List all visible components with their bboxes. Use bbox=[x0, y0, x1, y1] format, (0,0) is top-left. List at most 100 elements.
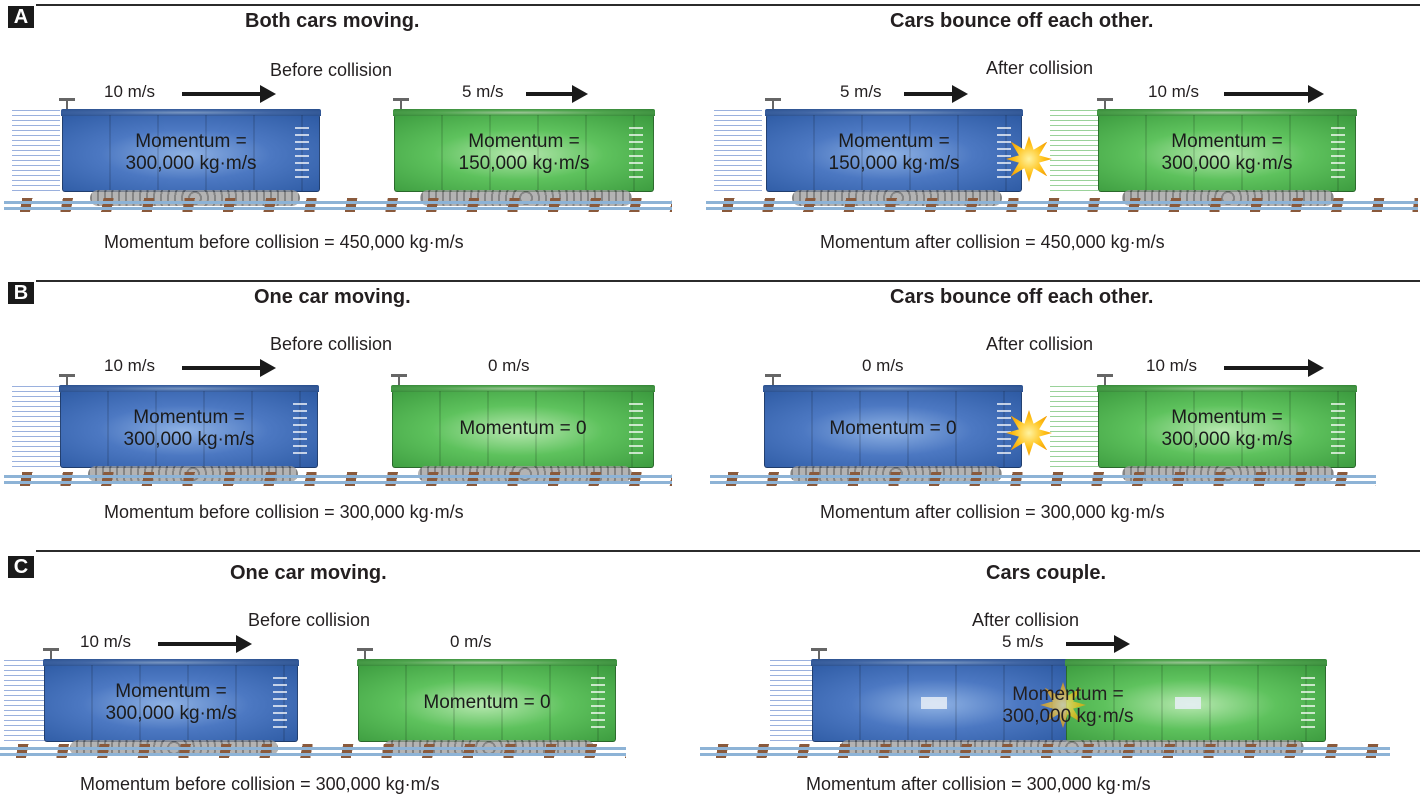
momentum-value: 150,000 kg·m/s bbox=[828, 153, 960, 174]
speed-label: 10 m/s bbox=[1148, 82, 1200, 101]
speed-label: 10 m/s bbox=[80, 632, 132, 651]
motion-lines bbox=[1050, 386, 1098, 470]
car-ladder bbox=[629, 403, 643, 459]
brake-wheel bbox=[357, 648, 373, 664]
speed-label: 0 m/s bbox=[862, 356, 904, 375]
rail-track bbox=[700, 744, 1390, 758]
momentum-text: Momentum = 300,000 kg·m/s bbox=[1099, 407, 1355, 451]
panel-title: Both cars moving. bbox=[245, 10, 420, 32]
speed-label: 10 m/s bbox=[104, 356, 156, 375]
panel-title: One car moving. bbox=[254, 286, 411, 308]
section-divider bbox=[36, 550, 1420, 552]
speed-label: 5 m/s bbox=[1002, 632, 1044, 651]
velocity-arrow bbox=[1224, 85, 1324, 103]
momentum-text: Momentum = 150,000 kg·m/s bbox=[395, 131, 653, 175]
speed-label: 0 m/s bbox=[488, 356, 530, 375]
panel-title: Cars bounce off each other. bbox=[890, 286, 1154, 308]
momentum-text: Momentum = 300,000 kg·m/s bbox=[1099, 131, 1355, 175]
section-badge-b: B bbox=[8, 282, 34, 304]
before-collision-label: Before collision bbox=[248, 610, 371, 630]
car-panels bbox=[767, 115, 1021, 191]
brake-wheel bbox=[391, 374, 407, 390]
green-train-car: Momentum = 150,000 kg·m/s bbox=[394, 114, 654, 192]
coupling-burst-icon bbox=[1040, 682, 1086, 728]
speed-label: 5 m/s bbox=[462, 82, 504, 101]
section-divider bbox=[36, 280, 1420, 282]
motion-lines bbox=[770, 660, 818, 744]
car-panels bbox=[359, 665, 615, 741]
car-panels bbox=[1099, 115, 1355, 191]
velocity-arrow bbox=[182, 85, 276, 103]
momentum-total: Momentum after collision = 300,000 kg·m/… bbox=[806, 774, 1151, 794]
brake-wheel bbox=[59, 98, 75, 114]
momentum-value: 300,000 kg·m/s bbox=[1002, 706, 1134, 727]
speed-label: 5 m/s bbox=[840, 82, 882, 101]
car-ladder bbox=[293, 403, 307, 459]
car-ladder bbox=[997, 127, 1011, 183]
velocity-arrow bbox=[182, 359, 276, 377]
car-ladder bbox=[1331, 127, 1345, 183]
momentum-line: Momentum = 0 bbox=[459, 418, 587, 439]
speed-label: 0 m/s bbox=[450, 632, 492, 651]
after-collision-label: After collision bbox=[972, 610, 1080, 630]
momentum-line: Momentum = bbox=[133, 407, 245, 428]
momentum-line: Momentum = bbox=[1012, 684, 1124, 705]
brake-wheel bbox=[43, 648, 59, 664]
car-panels bbox=[1099, 391, 1355, 467]
momentum-text: Momentum = 300,000 kg·m/s bbox=[950, 684, 1186, 728]
momentum-text: Momentum = 0 bbox=[359, 692, 615, 714]
rail-track bbox=[4, 198, 672, 212]
motion-lines bbox=[12, 110, 60, 194]
momentum-line: Momentum = bbox=[135, 131, 247, 152]
rail-track bbox=[0, 744, 626, 758]
green-train-car: Momentum = 0 bbox=[392, 390, 654, 468]
velocity-arrow bbox=[158, 635, 252, 653]
brake-wheel bbox=[765, 374, 781, 390]
momentum-total: Momentum after collision = 300,000 kg·m/… bbox=[820, 502, 1165, 522]
blue-train-car: Momentum = 300,000 kg·m/s bbox=[44, 664, 298, 742]
panel-title: One car moving. bbox=[230, 562, 387, 584]
car-ladder bbox=[1331, 403, 1345, 459]
blue-train-car bbox=[812, 664, 1068, 742]
blue-train-car: Momentum = 0 bbox=[764, 390, 1022, 468]
green-train-car: Momentum = 0 bbox=[358, 664, 616, 742]
brake-wheel bbox=[1097, 374, 1113, 390]
velocity-arrow bbox=[526, 85, 588, 103]
before-collision-label: Before collision bbox=[270, 60, 393, 80]
car-ladder bbox=[273, 677, 287, 733]
momentum-value: 300,000 kg·m/s bbox=[1161, 153, 1293, 174]
rail-track bbox=[710, 472, 1376, 486]
green-train-car bbox=[1066, 664, 1326, 742]
momentum-text: Momentum = 300,000 kg·m/s bbox=[61, 407, 317, 451]
after-collision-label: After collision bbox=[986, 58, 1094, 78]
car-ladder bbox=[997, 403, 1011, 459]
green-train-car: Momentum = 300,000 kg·m/s bbox=[1098, 114, 1356, 192]
car-panels bbox=[395, 115, 653, 191]
car-panels bbox=[393, 391, 653, 467]
brake-wheel bbox=[811, 648, 827, 664]
momentum-line: Momentum = bbox=[838, 131, 950, 152]
rail-track bbox=[706, 198, 1418, 212]
velocity-arrow bbox=[1224, 359, 1324, 377]
section-badge-c: C bbox=[8, 556, 34, 578]
momentum-line: Momentum = bbox=[115, 681, 227, 702]
car-window bbox=[1175, 697, 1201, 709]
rail-track bbox=[4, 472, 672, 486]
brake-wheel bbox=[1097, 98, 1113, 114]
momentum-value: 150,000 kg·m/s bbox=[458, 153, 590, 174]
momentum-line: Momentum = 0 bbox=[423, 692, 551, 713]
impact-burst-icon bbox=[1006, 410, 1052, 456]
blue-train-car: Momentum = 300,000 kg·m/s bbox=[62, 114, 320, 192]
car-panels bbox=[45, 665, 297, 741]
momentum-value: 300,000 kg·m/s bbox=[125, 153, 257, 174]
after-collision-label: After collision bbox=[986, 334, 1094, 354]
momentum-total: Momentum before collision = 450,000 kg·m… bbox=[104, 232, 464, 252]
momentum-value: 300,000 kg·m/s bbox=[123, 429, 255, 450]
car-ladder bbox=[1301, 677, 1315, 733]
momentum-text: Momentum = 300,000 kg·m/s bbox=[63, 131, 319, 175]
brake-wheel bbox=[59, 374, 75, 390]
panel-title: Cars bounce off each other. bbox=[890, 10, 1154, 32]
car-ladder bbox=[591, 677, 605, 733]
momentum-total: Momentum before collision = 300,000 kg·m… bbox=[80, 774, 440, 794]
momentum-text: Momentum = 300,000 kg·m/s bbox=[45, 681, 297, 725]
